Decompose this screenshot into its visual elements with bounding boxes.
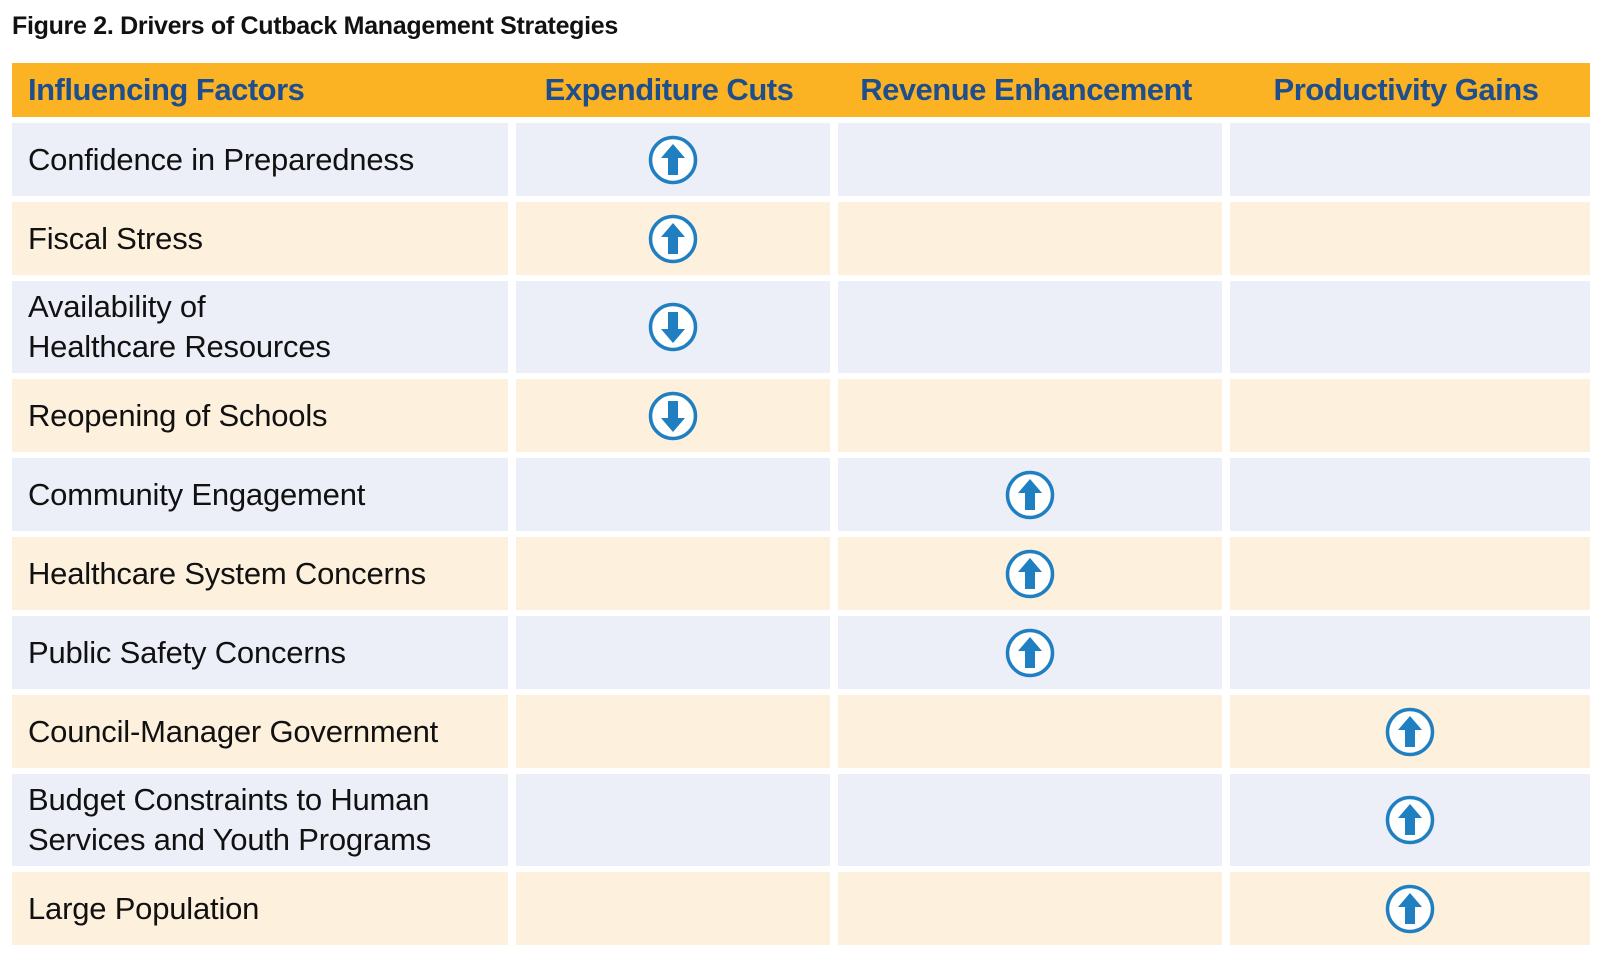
- expenditure-cuts-cell: [516, 281, 830, 373]
- revenue-enhancement-cell: [838, 202, 1222, 275]
- header-influencing-factors: Influencing Factors: [28, 72, 305, 107]
- revenue-enhancement-cell: [838, 123, 1222, 196]
- table-row: Budget Constraints to Human Services and…: [12, 774, 1590, 866]
- factor-cell: Healthcare System Concerns: [12, 537, 508, 610]
- factor-label: Council-Manager Government: [28, 713, 439, 749]
- factor-cell: Community Engagement: [12, 458, 508, 531]
- table-row: Large Population: [12, 872, 1590, 945]
- arrow-up-icon: [1005, 549, 1055, 598]
- factor-cell: Fiscal Stress: [12, 202, 508, 275]
- productivity-gains-cell: [1230, 281, 1590, 373]
- table-row: Reopening of Schools: [12, 379, 1590, 452]
- table-row: Community Engagement: [12, 458, 1590, 531]
- header-productivity-gains: Productivity Gains: [1273, 72, 1539, 107]
- arrow-up-icon: [1385, 795, 1435, 845]
- arrow-down-icon: [648, 302, 698, 352]
- factor-cell: Availability of Healthcare Resources: [12, 281, 508, 373]
- figure-title: Figure 2. Drivers of Cutback Management …: [12, 12, 619, 40]
- revenue-enhancement-cell: [838, 872, 1222, 945]
- table-row: Availability of Healthcare Resources: [12, 281, 1590, 373]
- table-row: Council-Manager Government: [12, 695, 1590, 768]
- revenue-enhancement-cell: [838, 281, 1222, 373]
- factor-label: Confidence in Preparedness: [28, 141, 414, 177]
- productivity-gains-cell: [1230, 695, 1590, 768]
- header-expenditure-cuts: Expenditure Cuts: [544, 72, 794, 107]
- arrow-up-icon: [1385, 707, 1435, 756]
- factor-cell: Large Population: [12, 872, 508, 945]
- factor-cell: Budget Constraints to Human Services and…: [12, 774, 508, 866]
- productivity-gains-cell: [1230, 616, 1590, 689]
- expenditure-cuts-cell: [516, 774, 830, 866]
- factor-label: Budget Constraints to Human Services and…: [28, 782, 432, 857]
- table-row: Healthcare System Concerns: [12, 537, 1590, 610]
- revenue-enhancement-cell: [838, 616, 1222, 689]
- arrow-down-icon: [648, 391, 698, 440]
- expenditure-cuts-cell: [516, 695, 830, 768]
- productivity-gains-cell: [1230, 458, 1590, 531]
- arrow-up-icon: [648, 135, 698, 184]
- factor-label: Public Safety Concerns: [28, 634, 346, 670]
- revenue-enhancement-cell: [838, 458, 1222, 531]
- expenditure-cuts-cell: [516, 616, 830, 689]
- factor-label: Healthcare System Concerns: [28, 555, 426, 591]
- productivity-gains-cell: [1230, 379, 1590, 452]
- productivity-gains-cell: [1230, 202, 1590, 275]
- factor-label: Community Engagement: [28, 476, 366, 512]
- expenditure-cuts-cell: [516, 872, 830, 945]
- drivers-table: Influencing Factors Expenditure Cuts Rev…: [12, 63, 1590, 945]
- expenditure-cuts-cell: [516, 537, 830, 610]
- arrow-up-icon: [648, 214, 698, 263]
- revenue-enhancement-cell: [838, 379, 1222, 452]
- revenue-enhancement-cell: [838, 774, 1222, 866]
- table-row: Public Safety Concerns: [12, 616, 1590, 689]
- table-row: Confidence in Preparedness: [12, 123, 1590, 196]
- productivity-gains-cell: [1230, 537, 1590, 610]
- table-row: Fiscal Stress: [12, 202, 1590, 275]
- header-revenue-enhancement: Revenue Enhancement: [860, 72, 1192, 107]
- expenditure-cuts-cell: [516, 123, 830, 196]
- revenue-enhancement-cell: [838, 695, 1222, 768]
- arrow-up-icon: [1005, 628, 1055, 677]
- factor-cell: Reopening of Schools: [12, 379, 508, 452]
- productivity-gains-cell: [1230, 872, 1590, 945]
- expenditure-cuts-cell: [516, 379, 830, 452]
- table-header: Influencing Factors Expenditure Cuts Rev…: [12, 63, 1590, 117]
- arrow-up-icon: [1385, 884, 1435, 933]
- factor-label: Large Population: [28, 890, 260, 926]
- revenue-enhancement-cell: [838, 537, 1222, 610]
- factor-cell: Confidence in Preparedness: [12, 123, 508, 196]
- factor-cell: Council-Manager Government: [12, 695, 508, 768]
- factor-cell: Public Safety Concerns: [12, 616, 508, 689]
- expenditure-cuts-cell: [516, 202, 830, 275]
- expenditure-cuts-cell: [516, 458, 830, 531]
- factor-label: Availability of Healthcare Resources: [28, 289, 331, 364]
- factor-label: Reopening of Schools: [28, 397, 328, 433]
- factor-label: Fiscal Stress: [28, 220, 203, 256]
- productivity-gains-cell: [1230, 123, 1590, 196]
- arrow-up-icon: [1005, 470, 1055, 519]
- productivity-gains-cell: [1230, 774, 1590, 866]
